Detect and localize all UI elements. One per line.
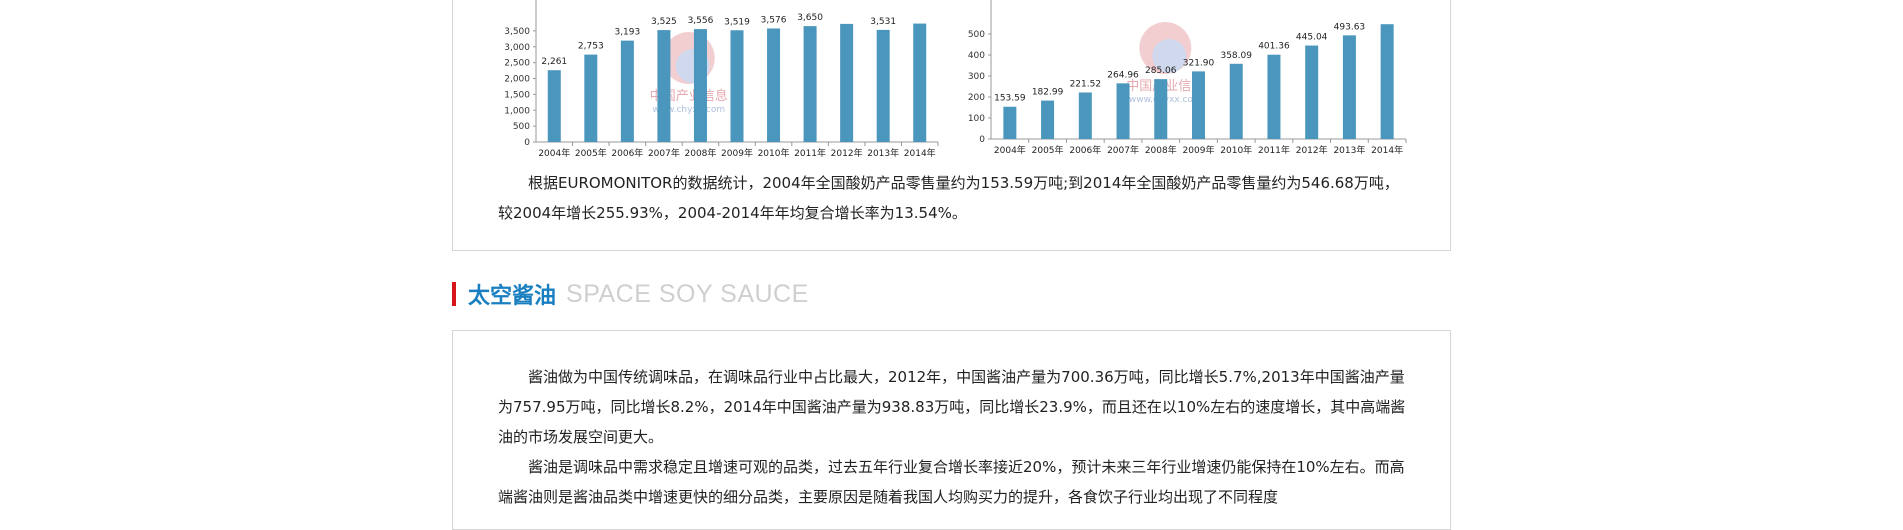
data-label: 221.52 [1070,79,1102,89]
bar [657,30,671,142]
y-tick-label: 200 [968,93,985,103]
chart-panel [452,0,1451,251]
data-label: 3,193 [614,28,640,38]
y-tick-label: 2,000 [504,75,530,85]
bar [547,70,561,142]
x-tick-label: 2004年 [994,144,1026,156]
data-label: 2,261 [541,57,567,67]
bar [803,26,817,142]
paragraph-soy-production: 酱油做为中国传统调味品，在调味品行业中占比最大，2012年，中国酱油产量为700… [498,368,1406,446]
bar [1003,106,1017,139]
x-tick-label: 2013年 [867,147,899,159]
data-label: 182.99 [1032,88,1064,98]
data-label: 493.63 [1334,22,1366,32]
bar [1154,79,1168,139]
x-tick-label: 2012年 [831,147,863,159]
y-tick-label: 500 [968,30,985,40]
x-tick-label: 2011年 [1258,144,1290,156]
bar [840,23,854,142]
data-label: 3,556 [688,16,714,26]
data-label: 2,753 [578,42,604,52]
data-label: 3,531 [870,17,896,27]
chart-yogurt-retail-volume: 0100200300400500中国产业信息www.chyxx.com153.5… [968,0,1407,156]
bar [1116,83,1130,139]
section-subtitle: SPACE SOY SAUCE [566,279,809,308]
watermark-url: www.chyxx.com [652,105,725,115]
x-tick-label: 2009年 [1183,144,1215,156]
x-tick-label: 2006年 [611,147,643,159]
bar [876,29,890,143]
bar [1305,45,1319,140]
x-tick-label: 2004年 [538,147,570,159]
x-tick-label: 2010年 [758,147,790,159]
data-label: 3,525 [651,17,677,27]
section-accent-bar [452,282,456,306]
x-tick-label: 2014年 [1371,144,1403,156]
x-tick-label: 2009年 [721,147,753,159]
bar [620,40,634,142]
data-label: 3,576 [761,15,787,25]
data-label: 3,650 [797,13,823,23]
y-tick-label: 3,000 [504,43,530,53]
y-tick-label: 300 [968,72,985,82]
x-tick-label: 2008年 [685,147,717,159]
x-tick-label: 2007年 [1107,144,1139,156]
x-tick-label: 2010年 [1220,144,1252,156]
data-label: 285.06 [1145,66,1177,76]
bar [1041,100,1055,139]
data-label: 153.59 [994,94,1026,104]
x-tick-label: 2006年 [1069,144,1101,156]
bar [1267,54,1281,139]
y-tick-label: 400 [968,51,985,61]
bar [1342,35,1356,139]
x-tick-label: 2008年 [1145,144,1177,156]
y-tick-label: 0 [979,135,985,145]
section-title: 太空酱油 [468,284,557,309]
data-label: 264.96 [1107,70,1139,80]
y-tick-label: 2,500 [504,59,530,69]
bar [730,30,744,142]
bar [1229,63,1243,139]
content-panel [452,330,1451,530]
x-tick-label: 2012年 [1296,144,1328,156]
paragraph-soy-growth: 酱油是调味品中需求稳定且增速可观的品类，过去五年行业复合增长率接近20%，预计未… [498,458,1405,506]
y-tick-label: 500 [513,122,530,132]
x-tick-label: 2013年 [1333,144,1365,156]
data-label: 401.36 [1258,42,1290,52]
y-tick-label: 1,000 [504,106,530,116]
y-tick-label: 100 [968,114,985,124]
data-label: 3,519 [724,17,750,27]
data-label: 321.90 [1183,58,1215,68]
x-tick-label: 2014年 [904,147,936,159]
x-tick-label: 2005年 [1032,144,1064,156]
data-label: 445.04 [1296,33,1328,43]
x-tick-label: 2007年 [648,147,680,159]
bar [1078,92,1092,139]
bar [1380,24,1394,139]
y-tick-label: 0 [524,138,530,148]
x-tick-label: 2011年 [794,147,826,159]
bar [767,28,781,143]
chart-description: 根据EUROMONITOR的数据统计，2004年全国酸奶产品零售量约为153.5… [498,174,1399,222]
bar [584,54,598,142]
chart-retail-sales: 05001,0001,5002,0002,5003,0003,500中国产业信息… [504,0,939,159]
y-tick-label: 1,500 [504,90,530,100]
watermark-circle-inner [1152,39,1187,73]
watermark-logo [1139,22,1192,74]
bar [1192,71,1205,139]
bar [693,29,707,142]
watermark-logo [662,32,715,84]
data-label: 358.09 [1220,51,1252,61]
section-header: 太空酱油 SPACE SOY SAUCE [452,278,809,310]
y-tick-label: 3,500 [504,27,530,37]
x-tick-label: 2005年 [575,147,607,159]
bar [913,23,927,142]
